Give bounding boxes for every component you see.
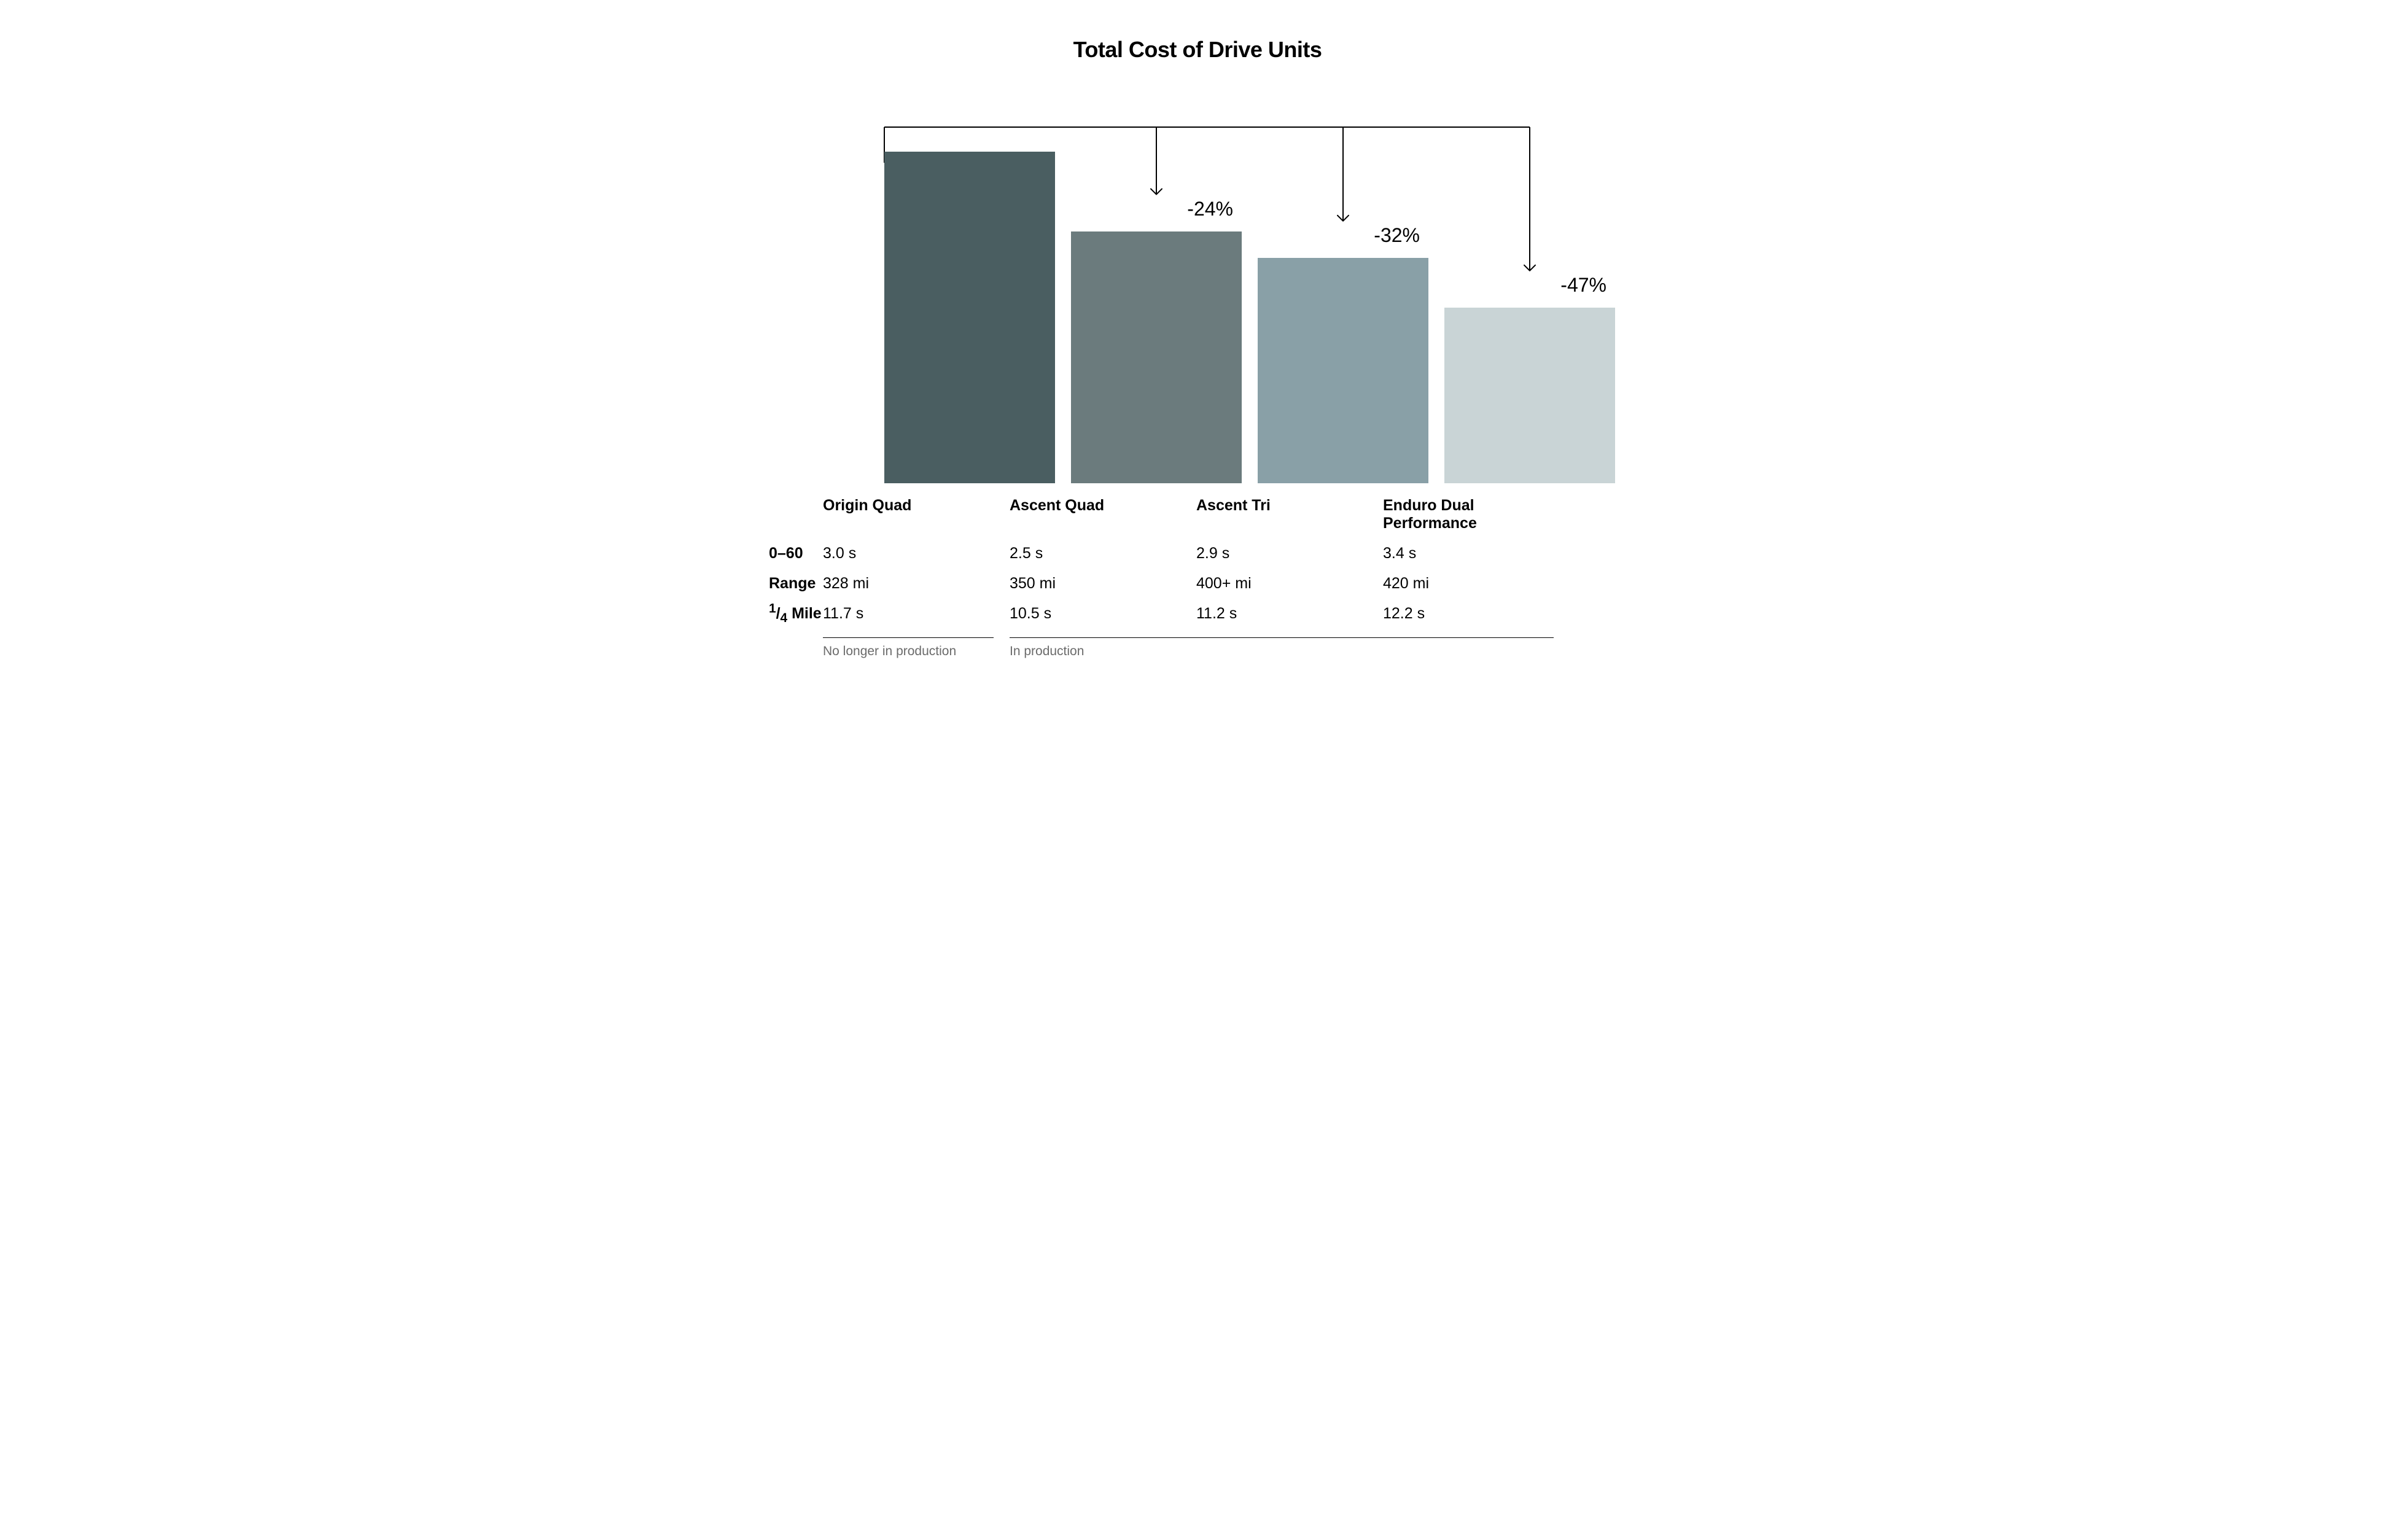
column-name: Ascent Quad	[1010, 497, 1196, 515]
spec-cell: 2.5 s	[1010, 545, 1196, 562]
bar	[1444, 308, 1615, 483]
spec-row: Range328 mi350 mi400+ mi420 mi	[718, 575, 1554, 593]
spec-row: 0–603.0 s2.5 s2.9 s3.4 s	[718, 545, 1554, 562]
production-label: In production	[1010, 644, 1554, 659]
bars-row: -24% -32% -47%	[780, 87, 1615, 483]
production-segment: No longer in production	[823, 637, 994, 659]
row-label: 1/4 Mile	[718, 605, 823, 623]
column-name: Ascent Tri	[1196, 497, 1383, 515]
production-segment: In production	[1010, 637, 1554, 659]
chart-container: Total Cost of Drive Units -24% -32% -47% O…	[718, 0, 1676, 659]
column-name-row: Origin QuadAscent QuadAscent TriEnduro D…	[718, 497, 1554, 532]
spec-cell: 2.9 s	[1196, 545, 1383, 562]
row-label: Range	[718, 575, 823, 593]
bar	[1071, 231, 1242, 483]
spec-cell: 11.7 s	[823, 605, 1010, 623]
spec-cell: 420 mi	[1383, 575, 1554, 593]
bar-slot: -47%	[1444, 87, 1615, 483]
bar-chart: -24% -32% -47%	[780, 87, 1615, 483]
spec-cell: 11.2 s	[1196, 605, 1383, 623]
column-name: Origin Quad	[823, 497, 1010, 515]
bar-slot: -32%	[1258, 87, 1428, 483]
spec-cell: 3.0 s	[823, 545, 1010, 562]
spec-cell: 12.2 s	[1383, 605, 1554, 623]
production-label: No longer in production	[823, 644, 994, 659]
gutter-spacer	[718, 637, 823, 659]
spec-row: 1/4 Mile11.7 s10.5 s11.2 s12.2 s	[718, 605, 1554, 623]
delta-label: -32%	[1374, 224, 1420, 247]
spec-cell: 3.4 s	[1383, 545, 1554, 562]
delta-label: -24%	[1187, 198, 1233, 220]
spec-table: Origin QuadAscent QuadAscent TriEnduro D…	[718, 497, 1554, 623]
spec-cell: 328 mi	[823, 575, 1010, 593]
bar	[884, 152, 1055, 483]
spec-cell: 10.5 s	[1010, 605, 1196, 623]
spec-cell: 400+ mi	[1196, 575, 1383, 593]
row-label: 0–60	[718, 545, 823, 562]
bar-slot: -24%	[1071, 87, 1242, 483]
delta-label: -47%	[1560, 274, 1606, 297]
spec-cell: 350 mi	[1010, 575, 1196, 593]
bar	[1258, 258, 1428, 483]
bar-slot	[884, 87, 1055, 483]
chart-title: Total Cost of Drive Units	[718, 37, 1676, 63]
production-status-row: No longer in production In production	[718, 637, 1554, 659]
column-name: Enduro Dual Performance	[1383, 497, 1554, 532]
